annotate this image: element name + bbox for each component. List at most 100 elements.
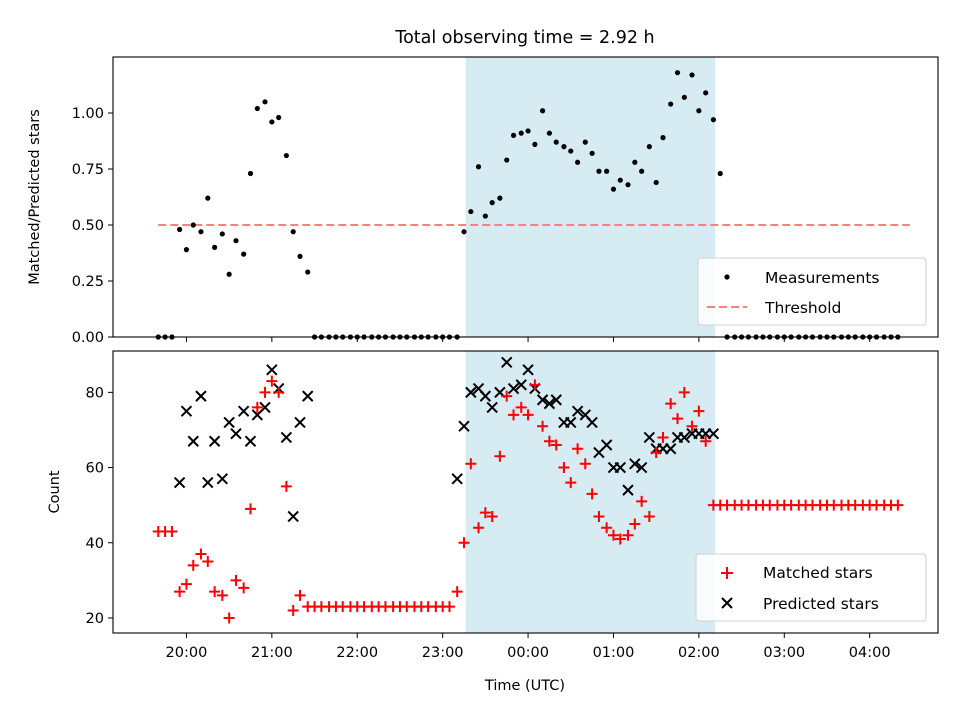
- measurement-point: [561, 144, 567, 150]
- matched-point: [657, 431, 669, 443]
- predicted-point: [465, 386, 477, 399]
- predicted-point: [522, 364, 534, 376]
- measurement-point: [689, 72, 695, 78]
- measurement-point: [190, 222, 196, 228]
- bottom-x-tick-label: 01:00: [593, 645, 635, 661]
- bottom-x-tick-label: 02:00: [678, 645, 720, 661]
- measurement-point: [183, 247, 190, 253]
- measurement-point: [489, 200, 495, 206]
- measurement-point: [177, 226, 183, 233]
- matched-point: [643, 510, 655, 522]
- bottom-x-tick-label: 22:00: [336, 645, 378, 661]
- matched-point: [486, 510, 498, 522]
- matched-point: [678, 386, 690, 398]
- measurement-point: [461, 229, 467, 235]
- matched-point: [174, 586, 186, 598]
- predicted-point: [180, 405, 193, 417]
- measurement-point: [596, 168, 602, 174]
- bottom-x-tick-label: 21:00: [251, 645, 293, 661]
- predicted-point: [707, 428, 720, 440]
- matched-point: [494, 450, 506, 462]
- predicted-point: [302, 390, 314, 402]
- top-axes-frame: [112, 56, 939, 338]
- matched-point: [693, 405, 705, 417]
- matched-point: [558, 462, 570, 474]
- matched-point: [187, 559, 199, 571]
- matched-point: [607, 529, 619, 541]
- top-y-tick-label: 0.00: [72, 330, 104, 346]
- top-y-tick-label: 1.00: [72, 106, 104, 122]
- measurement-point: [510, 132, 517, 138]
- matched-point: [543, 435, 555, 447]
- matched-point: [458, 537, 470, 549]
- predicted-point: [195, 390, 207, 402]
- bottom-x-tick-label: 04:00: [849, 645, 891, 661]
- measurement-point: [283, 152, 289, 159]
- measurement-point: [518, 130, 524, 136]
- bottom-y-axis-label: Count: [47, 470, 63, 513]
- predicted-point: [635, 461, 648, 474]
- matched-point: [465, 458, 477, 470]
- measurement-point: [504, 157, 510, 163]
- top-legend: Measurements Threshold: [697, 257, 927, 326]
- matched-point: [259, 386, 271, 398]
- measurement-point: [532, 141, 538, 147]
- matched-point: [294, 589, 306, 601]
- top-chart-title: Total observing time = 2.92 h: [394, 28, 654, 48]
- predicted-point: [458, 420, 470, 432]
- measurement-point: [297, 253, 303, 259]
- measurement-point: [610, 186, 617, 192]
- bottom-legend: Matched stars Predicted stars: [695, 553, 927, 622]
- bottom-x-tick-label: 03:00: [763, 645, 805, 661]
- matched-point: [209, 586, 221, 598]
- measurement-point: [617, 177, 623, 183]
- top-y-tick-label: 0.50: [72, 218, 104, 234]
- top-marks: [155, 70, 910, 340]
- bottom-legend-box: [695, 553, 927, 622]
- measurement-point: [574, 159, 581, 165]
- measurement-point: [710, 117, 716, 123]
- predicted-point: [451, 473, 463, 485]
- matched-point: [565, 477, 577, 489]
- legend-measurements-marker: [724, 274, 730, 280]
- matched-point: [892, 499, 904, 511]
- measurement-point: [674, 70, 681, 76]
- matched-point: [508, 409, 520, 421]
- predicted-point: [501, 356, 513, 368]
- predicted-point: [259, 401, 271, 414]
- bottom-y-tick-label: 60: [86, 461, 104, 477]
- measurement-point: [589, 150, 595, 156]
- measurement-point: [553, 139, 559, 145]
- matched-point: [266, 375, 278, 387]
- measurement-point: [582, 139, 588, 145]
- matched-point: [650, 447, 662, 459]
- predicted-point: [643, 431, 656, 444]
- measurement-point: [653, 179, 659, 186]
- predicted-point: [536, 394, 549, 406]
- bottom-y-tick-label: 20: [86, 611, 104, 627]
- bottom-panel: 20 40 60 80 20:00 21:00 22:00 23:00 00:00 01:00 0…: [47, 350, 939, 694]
- measurement-point: [219, 231, 225, 237]
- measurement-point: [525, 128, 531, 134]
- legend-measurements-label: Measurements: [765, 269, 880, 287]
- matched-point: [195, 548, 207, 560]
- matched-point: [479, 507, 491, 519]
- predicted-point: [208, 435, 221, 447]
- matched-point: [515, 401, 527, 413]
- measurement-point: [482, 213, 488, 219]
- matched-point: [550, 439, 562, 451]
- top-y-tick-label: 0.25: [72, 274, 104, 290]
- bottom-axes-frame: [112, 350, 939, 634]
- top-x-ticks: [185, 337, 871, 342]
- measurement-point: [226, 271, 232, 277]
- measurement-point: [305, 269, 311, 275]
- measurement-point: [646, 144, 652, 150]
- predicted-point: [600, 439, 613, 451]
- matched-point: [686, 420, 698, 432]
- predicted-point: [230, 428, 242, 440]
- measurement-point: [198, 229, 204, 235]
- matched-point: [601, 522, 613, 534]
- bottom-y-tick-label: 80: [86, 385, 104, 401]
- predicted-point: [550, 394, 562, 406]
